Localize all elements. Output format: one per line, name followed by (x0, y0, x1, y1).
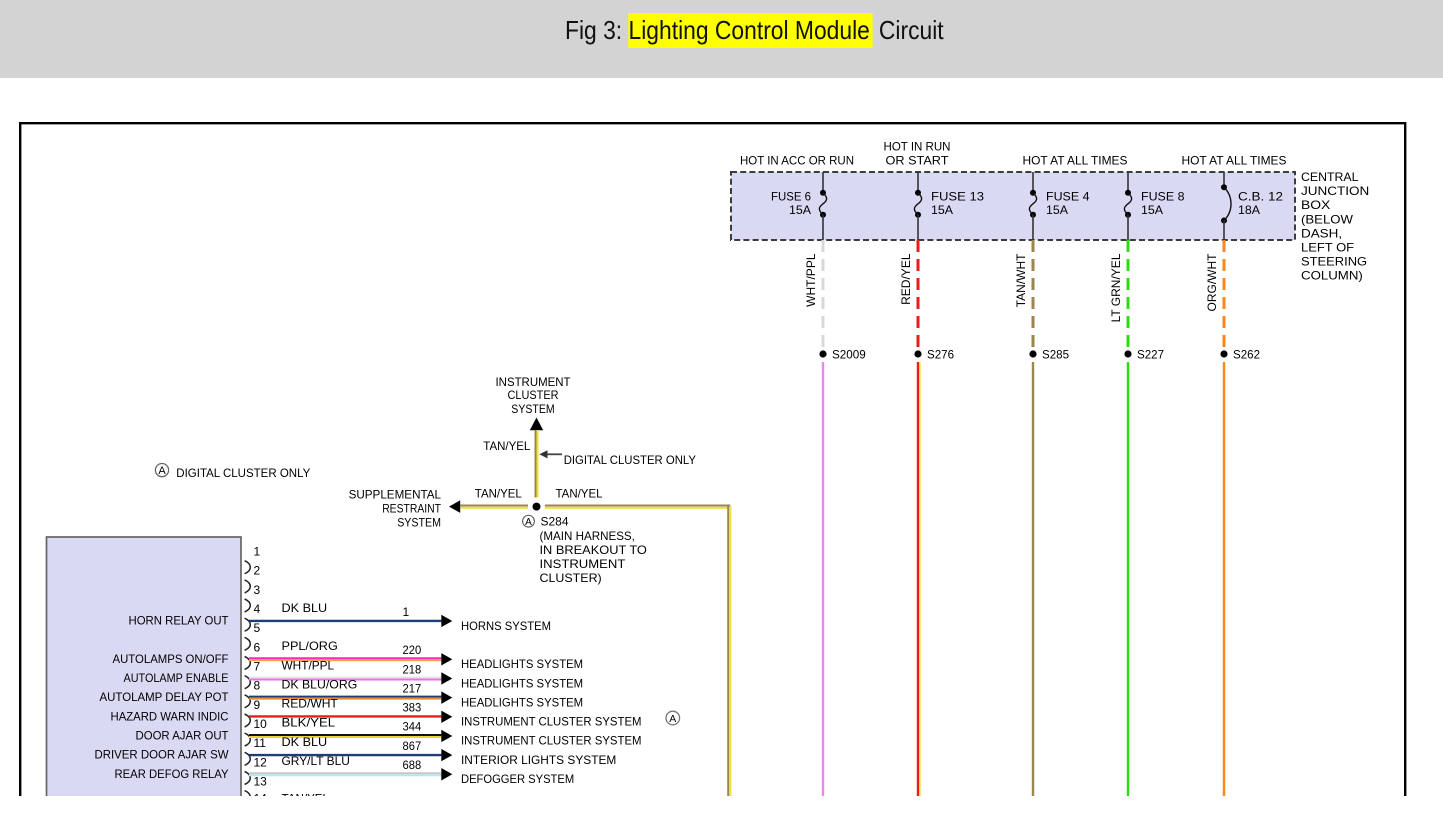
svg-text:INSTRUMENT: INSTRUMENT (496, 375, 572, 389)
svg-text:HOT IN RUN: HOT IN RUN (884, 140, 951, 154)
svg-text:FUSE 8: FUSE 8 (1141, 190, 1185, 204)
svg-text:LEFT OF: LEFT OF (1301, 241, 1354, 255)
svg-text:3: 3 (254, 583, 261, 597)
svg-text:15A: 15A (789, 203, 811, 217)
svg-text:SYSTEM: SYSTEM (511, 402, 554, 416)
svg-text:7: 7 (254, 659, 261, 673)
svg-text:RED/YEL: RED/YEL (899, 253, 913, 305)
svg-text:C.B. 12: C.B. 12 (1238, 190, 1283, 204)
svg-text:DASH,: DASH, (1301, 226, 1342, 240)
svg-text:220: 220 (403, 643, 422, 657)
svg-text:A: A (158, 465, 166, 477)
svg-text:218: 218 (403, 662, 422, 676)
svg-text:JUNCTION: JUNCTION (1301, 184, 1369, 198)
svg-text:FUSE 13: FUSE 13 (931, 190, 984, 204)
svg-text:DK BLU: DK BLU (282, 735, 328, 749)
svg-text:5: 5 (254, 621, 261, 635)
svg-text:383: 383 (403, 701, 422, 715)
svg-text:FUSE 6: FUSE 6 (771, 190, 811, 204)
svg-text:DIGITAL CLUSTER ONLY: DIGITAL CLUSTER ONLY (564, 453, 696, 467)
svg-text:HEADLIGHTS SYSTEM: HEADLIGHTS SYSTEM (461, 657, 583, 671)
svg-text:S262: S262 (1233, 347, 1260, 361)
svg-text:INSTRUMENT CLUSTER SYSTEM: INSTRUMENT CLUSTER SYSTEM (461, 734, 642, 748)
svg-text:WHT/PPL: WHT/PPL (804, 253, 818, 307)
svg-text:GRY/LT BLU: GRY/LT BLU (282, 754, 350, 768)
svg-text:13: 13 (254, 774, 268, 788)
svg-text:AUTOLAMP ENABLE: AUTOLAMP ENABLE (124, 671, 229, 685)
svg-text:10: 10 (254, 717, 268, 731)
svg-text:TAN/YEL: TAN/YEL (282, 792, 330, 806)
svg-text:688: 688 (403, 758, 422, 772)
svg-text:INSTRUMENT CLUSTER SYSTEM: INSTRUMENT CLUSTER SYSTEM (461, 715, 642, 729)
svg-text:STEERING: STEERING (1301, 255, 1367, 269)
svg-text:A: A (669, 713, 676, 725)
svg-text:HAZARD WARN INDIC: HAZARD WARN INDIC (111, 709, 229, 723)
svg-text:(MAIN HARNESS,: (MAIN HARNESS, (540, 529, 635, 543)
svg-text:867: 867 (403, 739, 422, 753)
svg-text:DK BLU: DK BLU (282, 601, 328, 615)
svg-text:TAN/YEL: TAN/YEL (483, 439, 530, 453)
svg-text:DRIVER DOOR AJAR SW: DRIVER DOOR AJAR SW (95, 748, 230, 762)
svg-text:COLUMN): COLUMN) (1301, 269, 1363, 283)
svg-text:HOT AT ALL TIMES: HOT AT ALL TIMES (1023, 153, 1128, 167)
svg-text:1: 1 (403, 605, 410, 619)
svg-text:8: 8 (254, 679, 261, 693)
svg-text:217: 217 (403, 681, 422, 695)
svg-text:SYSTEM: SYSTEM (397, 516, 441, 530)
svg-text:AUTOLAMP DELAY POT: AUTOLAMP DELAY POT (100, 690, 230, 704)
svg-text:IN BREAKOUT TO: IN BREAKOUT TO (540, 543, 647, 557)
svg-text:CLUSTER): CLUSTER) (540, 571, 602, 585)
svg-text:INTERIOR LIGHTS SYSTEM: INTERIOR LIGHTS SYSTEM (461, 753, 616, 767)
svg-text:DIGITAL CLUSTER ONLY: DIGITAL CLUSTER ONLY (176, 466, 310, 480)
svg-text:TAN/YEL: TAN/YEL (475, 487, 522, 501)
svg-text:9: 9 (254, 698, 261, 712)
svg-text:(BELOW: (BELOW (1301, 212, 1354, 226)
svg-text:ORG/WHT: ORG/WHT (1205, 253, 1219, 312)
svg-text:S285: S285 (1042, 347, 1069, 361)
svg-text:12: 12 (254, 755, 268, 769)
svg-text:RED/WHT: RED/WHT (282, 697, 339, 711)
svg-text:15A: 15A (931, 203, 953, 217)
svg-text:DOOR AJAR OUT: DOOR AJAR OUT (136, 729, 230, 743)
svg-text:HORN RELAY OUT: HORN RELAY OUT (129, 614, 230, 628)
svg-text:11: 11 (254, 736, 267, 750)
svg-text:DEFOGGER SYSTEM: DEFOGGER SYSTEM (461, 772, 574, 786)
svg-text:HOT AT ALL TIMES: HOT AT ALL TIMES (1182, 153, 1287, 167)
svg-text:PPL/ORG: PPL/ORG (282, 639, 338, 653)
svg-text:REAR DEFOG RELAY: REAR DEFOG RELAY (115, 767, 229, 781)
svg-text:BOX: BOX (1301, 198, 1330, 212)
svg-text:CLUSTER: CLUSTER (508, 388, 559, 402)
svg-text:HOT IN ACC OR RUN: HOT IN ACC OR RUN (740, 153, 854, 167)
svg-text:1: 1 (254, 545, 261, 559)
svg-text:4: 4 (254, 602, 261, 616)
svg-text:15A: 15A (1046, 203, 1068, 217)
svg-text:WHT/PPL: WHT/PPL (282, 658, 335, 672)
svg-text:RESTRAINT: RESTRAINT (382, 502, 441, 516)
svg-text:DK BLU/ORG: DK BLU/ORG (282, 677, 358, 691)
svg-text:FUSE 4: FUSE 4 (1046, 190, 1090, 204)
svg-text:14: 14 (254, 792, 268, 806)
svg-text:LT GRN/YEL: LT GRN/YEL (1109, 253, 1123, 322)
svg-text:6: 6 (254, 640, 261, 654)
svg-text:SUPPLEMENTAL: SUPPLEMENTAL (349, 487, 442, 501)
svg-text:S2009: S2009 (832, 347, 866, 361)
svg-text:TAN/YEL: TAN/YEL (556, 487, 603, 501)
svg-text:HEADLIGHTS SYSTEM: HEADLIGHTS SYSTEM (461, 676, 583, 690)
svg-text:HEADLIGHTS SYSTEM: HEADLIGHTS SYSTEM (461, 695, 583, 709)
svg-text:HORNS SYSTEM: HORNS SYSTEM (461, 619, 551, 633)
svg-text:BLK/YEL: BLK/YEL (282, 716, 336, 730)
svg-text:AUTOLAMPS ON/OFF: AUTOLAMPS ON/OFF (113, 652, 229, 666)
svg-text:TAN/WHT: TAN/WHT (1014, 253, 1028, 307)
svg-text:344: 344 (403, 720, 422, 734)
svg-text:15A: 15A (1141, 203, 1163, 217)
svg-text:S284: S284 (541, 514, 569, 528)
svg-text:INSTRUMENT: INSTRUMENT (540, 557, 627, 571)
svg-text:18A: 18A (1238, 203, 1260, 217)
svg-text:S276: S276 (927, 347, 954, 361)
svg-text:CENTRAL: CENTRAL (1301, 170, 1359, 184)
svg-text:OR START: OR START (886, 153, 950, 167)
svg-text:S227: S227 (1137, 347, 1164, 361)
svg-text:2: 2 (254, 564, 261, 578)
svg-text:A: A (525, 517, 532, 528)
